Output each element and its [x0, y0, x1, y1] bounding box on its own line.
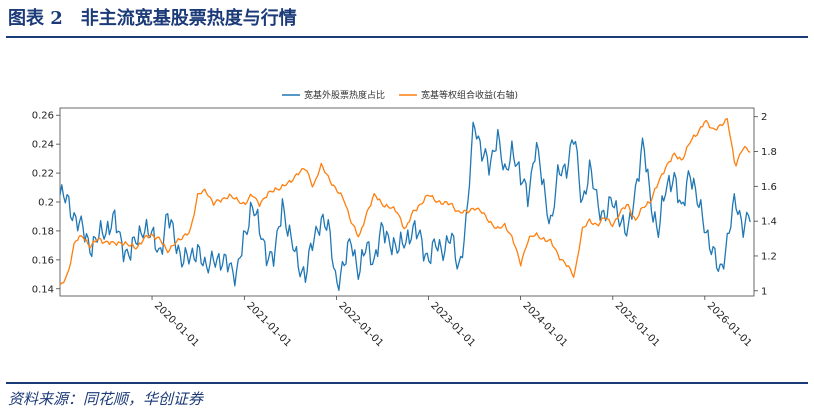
right-tick-label: 1.4 [761, 217, 777, 228]
left-tick-label: 0.24 [32, 140, 54, 151]
right-tick-label: 2 [761, 112, 767, 123]
right-tick-label: 1.6 [761, 182, 777, 193]
series-line-2 [59, 118, 751, 286]
figure-title: 图表 2 非主流宽基股票热度与行情 [8, 8, 297, 29]
right-tick-label: 1.2 [761, 251, 777, 262]
x-tick-label: 2025-01-01 [613, 300, 662, 349]
left-tick-label: 0.22 [32, 169, 54, 180]
x-tick-label: 2020-01-01 [152, 300, 201, 349]
top-rule [6, 36, 808, 38]
x-tick-label: 2021-01-01 [244, 300, 293, 349]
x-tick-label: 2023-01-01 [428, 300, 477, 349]
bottom-rule [6, 382, 808, 384]
axes-layer: 0.14 0.16 0.18 0.2 0.22 0.24 0.26 1 1.2 1.4 1.6 1.8… [32, 111, 777, 349]
line-chart: 0.14 0.16 0.18 0.2 0.22 0.24 0.26 1 1.2 1.4 1.6 1.8… [32, 89, 777, 349]
x-tick-label: 2024-01-01 [520, 300, 569, 349]
left-tick-label: 0.16 [32, 255, 54, 266]
left-tick-label: 0.18 [32, 226, 54, 237]
left-tick-label: 0.2 [38, 198, 54, 209]
right-tick-label: 1.8 [761, 147, 777, 158]
series-line-1 [59, 121, 751, 291]
left-tick-label: 0.26 [32, 111, 54, 122]
source-note: 资料来源：同花顺，华创证券 [8, 390, 204, 408]
left-tick-label: 0.14 [32, 284, 54, 295]
x-tick-label: 2026-01-01 [705, 300, 754, 349]
chart-legend: 宽基外股票热度占比 宽基等权组合收益(右轴) [282, 89, 518, 101]
series-layer [59, 118, 751, 291]
legend-label-2: 宽基等权组合收益(右轴) [421, 89, 518, 101]
legend-label-1: 宽基外股票热度占比 [304, 89, 385, 101]
x-tick-label: 2022-01-01 [336, 300, 385, 349]
right-tick-label: 1 [761, 286, 767, 297]
